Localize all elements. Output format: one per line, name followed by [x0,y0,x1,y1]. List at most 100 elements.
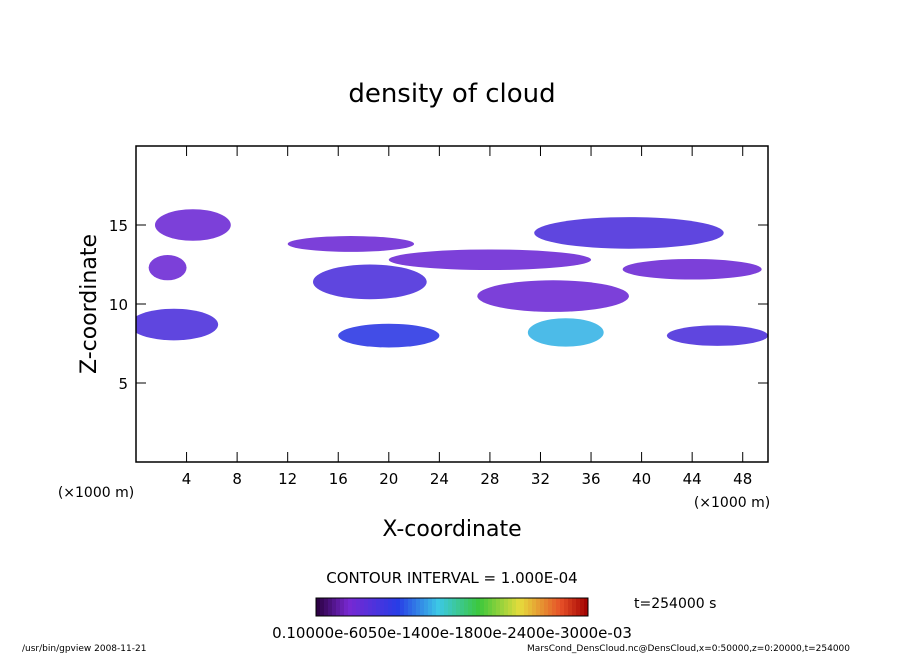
cloud-patch [477,280,629,312]
x-unit: (×1000 m) [694,495,770,511]
colorbar-cell [412,598,417,616]
colorbar-cell [468,598,473,616]
colorbar-cell [316,598,321,616]
colorbar-cell [476,598,481,616]
colorbar-cell [380,598,385,616]
colorbar-cell [376,598,381,616]
colorbar-cell [356,598,361,616]
colorbar-cell [324,598,329,616]
colorbar-cell [320,598,325,616]
colorbar-cell [360,598,365,616]
x-tick-label: 32 [531,470,550,488]
colorbar-cell [464,598,469,616]
colorbar-cell [576,598,581,616]
y-tick-label: 15 [109,217,128,235]
x-tick-label: 16 [329,470,348,488]
cloud-patch [136,308,219,341]
cloud-patch [312,264,427,300]
colorbar-cell [416,598,421,616]
colorbar-cell [536,598,541,616]
colorbar-cell [480,598,485,616]
colorbar-cell [456,598,461,616]
colorbar-cell [332,598,337,616]
colorbar-cell [448,598,453,616]
colorbar-cell [368,598,373,616]
y-axis-label: Z-coordinate [77,234,102,374]
x-tick-label: 8 [232,470,242,488]
cloud-patch [154,209,231,241]
cloud-patch [287,236,415,252]
colorbar-cell [372,598,377,616]
colorbar-cell [548,598,553,616]
cloud-patch [338,323,440,348]
colorbar-cell [340,598,345,616]
plot-frame [135,145,769,463]
x-tick-label: 4 [182,470,192,488]
colorbar-cell [436,598,441,616]
colorbar-cell [488,598,493,616]
colorbar-frame [315,597,589,617]
colorbar [315,597,589,617]
cloud-patch [534,217,724,249]
cloud-patch [666,325,768,346]
colorbar-cell [500,598,505,616]
colorbar-cell [496,598,501,616]
cloud-patch [622,258,762,280]
x-tick-label: 48 [733,470,752,488]
colorbar-cell [460,598,465,616]
colorbar-cell [580,598,585,616]
footer-left: /usr/bin/gpview 2008-11-21 [22,644,146,654]
patches [136,209,768,348]
colorbar-cell [352,598,357,616]
time-label: t=254000 s [634,596,716,612]
x-tick-label: 20 [379,470,398,488]
colorbar-cell [440,598,445,616]
colorbar-cell [404,598,409,616]
colorbar-cell [472,598,477,616]
colorbar-cell [336,598,341,616]
colorbar-cell [492,598,497,616]
y-unit: (×1000 m) [58,485,134,501]
colorbar-cell [584,598,589,616]
colorbar-cell [512,598,517,616]
x-tick-label: 40 [632,470,651,488]
colorbar-cell [408,598,413,616]
colorbar-cell [392,598,397,616]
colorbar-cell [524,598,529,616]
colorbar-cell [572,598,577,616]
colorbar-cell [428,598,433,616]
colorbar-cell [384,598,389,616]
colorbar-cell [520,598,525,616]
colorbar-cell [516,598,521,616]
x-tick-label: 44 [683,470,702,488]
colorbar-cell [484,598,489,616]
colorbar-cell [564,598,569,616]
y-tick-label: 10 [109,296,128,314]
y-tick-label: 5 [118,375,128,393]
colorbar-cell [400,598,405,616]
colorbar-cell [348,598,353,616]
cloud-patch [527,318,604,347]
x-axis-label: X-coordinate [382,517,521,542]
colorbar-cell [444,598,449,616]
colorbar-cell [364,598,369,616]
contour-interval: CONTOUR INTERVAL = 1.000E-04 [326,569,577,587]
colorbar-cell [560,598,565,616]
colorbar-cell [556,598,561,616]
colorbar-cell [528,598,533,616]
footer-right: MarsCond_DensCloud.nc@DensCloud,x=0:5000… [527,644,850,654]
cloud-patch [388,249,592,271]
colorbar-cell [552,598,557,616]
x-tick-label: 36 [581,470,600,488]
chart-title: density of cloud [348,79,555,109]
colorbar-cell [344,598,349,616]
colorbar-cell [540,598,545,616]
colorbar-cell [508,598,513,616]
colorbar-cell [544,598,549,616]
x-tick-label: 12 [278,470,297,488]
colorbar-cell [432,598,437,616]
colorbar-cell [420,598,425,616]
colorbar-cell [328,598,333,616]
